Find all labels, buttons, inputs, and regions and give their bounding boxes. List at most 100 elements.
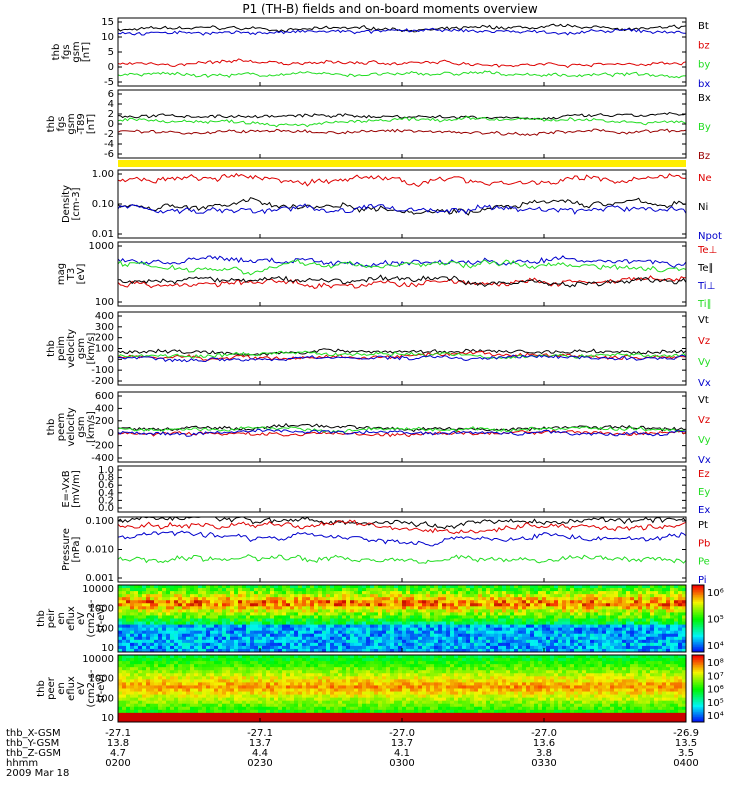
heatmap-cell xyxy=(578,622,582,625)
heatmap-cell xyxy=(502,664,506,667)
heatmap-cell xyxy=(506,646,510,649)
heatmap-cell xyxy=(210,603,214,606)
heatmap-cell xyxy=(670,634,674,637)
heatmap-cell xyxy=(214,588,218,591)
heatmap-cell xyxy=(650,612,654,615)
legend-Ti⊥: Ti⊥ xyxy=(697,281,715,292)
heatmap-cell xyxy=(510,594,514,597)
heatmap-cell xyxy=(374,594,378,597)
heatmap-cell xyxy=(122,661,126,664)
heatmap-cell xyxy=(554,667,558,670)
heatmap-cell xyxy=(598,588,602,591)
heatmap-cell xyxy=(382,628,386,631)
heatmap-cell xyxy=(374,643,378,646)
heatmap-cell xyxy=(282,631,286,634)
heatmap-cell xyxy=(510,679,514,682)
heatmap-cell xyxy=(406,622,410,625)
heatmap-cell xyxy=(202,661,206,664)
heatmap-cell xyxy=(374,670,378,673)
heatmap-cell xyxy=(594,606,598,609)
heatmap-cell xyxy=(126,643,130,646)
heatmap-cell xyxy=(178,585,182,588)
heatmap-cell xyxy=(166,682,170,685)
heatmap-cell xyxy=(294,634,298,637)
heatmap-cell xyxy=(298,631,302,634)
heatmap-cell xyxy=(402,667,406,670)
heatmap-cell xyxy=(454,594,458,597)
heatmap-cell xyxy=(130,612,134,615)
heatmap-cell xyxy=(138,619,142,622)
heatmap-cell xyxy=(654,594,658,597)
heatmap-cell xyxy=(546,679,550,682)
heatmap-cell xyxy=(598,637,602,640)
heatmap-cell xyxy=(234,676,238,679)
heatmap-cell xyxy=(170,679,174,682)
heatmap-cell xyxy=(318,664,322,667)
heatmap-cell xyxy=(506,600,510,603)
heatmap-cell xyxy=(514,603,518,606)
heatmap-cell xyxy=(354,673,358,676)
heatmap-cell xyxy=(610,588,614,591)
heatmap-cell xyxy=(422,682,426,685)
heatmap-cell xyxy=(314,600,318,603)
heatmap-cell xyxy=(218,646,222,649)
heatmap-cell xyxy=(362,597,366,600)
heatmap-cell xyxy=(274,600,278,603)
heatmap-cell xyxy=(226,658,230,661)
heatmap-cell xyxy=(570,619,574,622)
heatmap-cell xyxy=(558,667,562,670)
heatmap-cell xyxy=(574,664,578,667)
heatmap-cell xyxy=(270,609,274,612)
heatmap-cell xyxy=(550,603,554,606)
heatmap-cell xyxy=(150,600,154,603)
heatmap-cell xyxy=(450,591,454,594)
heatmap-cell xyxy=(234,670,238,673)
ytick-label: 10 xyxy=(101,643,114,654)
heatmap-cell xyxy=(338,634,342,637)
heatmap-cell xyxy=(174,646,178,649)
heatmap-cell xyxy=(238,588,242,591)
heatmap-cell xyxy=(166,646,170,649)
heatmap-cell xyxy=(458,615,462,618)
heatmap-cell xyxy=(202,628,206,631)
heatmap-cell xyxy=(310,637,314,640)
heatmap-cell xyxy=(370,679,374,682)
heatmap-cell xyxy=(566,679,570,682)
heatmap-cell xyxy=(514,673,518,676)
heatmap-cell xyxy=(602,667,606,670)
heatmap-cell xyxy=(610,600,614,603)
heatmap-cell xyxy=(670,606,674,609)
heatmap-cell xyxy=(590,646,594,649)
heatmap-cell xyxy=(510,667,514,670)
ytick-label: 10000 xyxy=(82,654,114,665)
heatmap-cell xyxy=(654,628,658,631)
heatmap-cell xyxy=(150,643,154,646)
heatmap-cell xyxy=(590,619,594,622)
heatmap-cell xyxy=(574,682,578,685)
heatmap-cell xyxy=(550,619,554,622)
heatmap-cell xyxy=(330,643,334,646)
heatmap-cell xyxy=(574,625,578,628)
heatmap-cell xyxy=(454,591,458,594)
heatmap-cell xyxy=(350,603,354,606)
heatmap-cell xyxy=(322,685,326,688)
heatmap-cell xyxy=(394,631,398,634)
heatmap-cell xyxy=(666,628,670,631)
heatmap-cell xyxy=(430,664,434,667)
heatmap-cell xyxy=(298,643,302,646)
heatmap-cell xyxy=(514,609,518,612)
heatmap-cell xyxy=(502,658,506,661)
heatmap-cell xyxy=(334,585,338,588)
heatmap-cell xyxy=(526,673,530,676)
heatmap-cell xyxy=(318,609,322,612)
heatmap-cell xyxy=(282,667,286,670)
heatmap-cell xyxy=(658,673,662,676)
heatmap-cell xyxy=(670,655,674,658)
heatmap-cell xyxy=(594,667,598,670)
heatmap-cell xyxy=(222,612,226,615)
heatmap-cell xyxy=(342,591,346,594)
heatmap-cell xyxy=(486,658,490,661)
heatmap-cell xyxy=(582,634,586,637)
heatmap-cell xyxy=(170,631,174,634)
